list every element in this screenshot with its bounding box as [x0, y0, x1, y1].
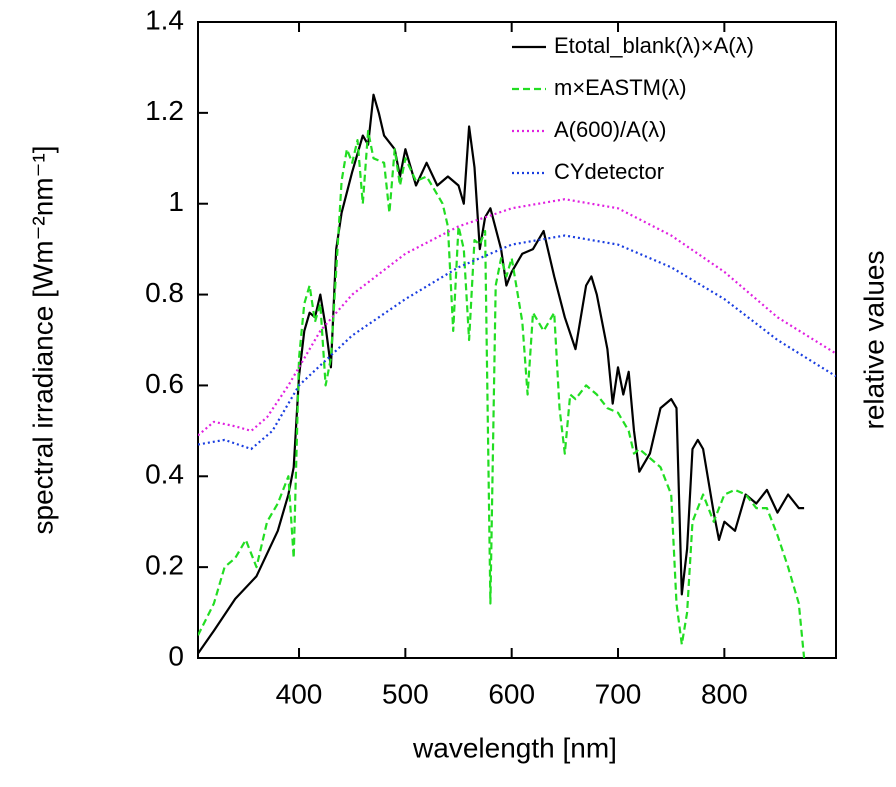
x-tick-label: 500: [382, 678, 429, 709]
y-tick-label: 0.2: [145, 550, 184, 581]
y-tick-label: 0.4: [145, 459, 184, 490]
y2-axis-label: relative values: [858, 251, 889, 430]
series-line: [198, 234, 836, 451]
legend-label: A(600)/A(λ): [554, 117, 666, 142]
y-tick-label: 0: [168, 640, 184, 671]
y-axis-label: spectral irradiance [Wm⁻²nm⁻¹]: [27, 146, 58, 535]
legend-label: Etotal_blank(λ)×A(λ): [554, 33, 754, 58]
series-line: [198, 93, 805, 655]
plot-area: [198, 93, 836, 658]
y-tick-label: 1.2: [145, 95, 184, 126]
x-tick-label: 600: [488, 678, 535, 709]
legend-label: CYdetector: [554, 159, 664, 184]
x-tick-label: 700: [595, 678, 642, 709]
y-tick-label: 0.8: [145, 277, 184, 308]
y-tick-label: 0.6: [145, 368, 184, 399]
y-tick-label: 1: [168, 186, 184, 217]
y-tick-label: 1.4: [145, 4, 184, 35]
series-line: [198, 129, 806, 658]
x-tick-label: 800: [701, 678, 748, 709]
series-line: [198, 198, 836, 437]
x-tick-label: 400: [276, 678, 323, 709]
legend-label: m×EASTM(λ): [554, 75, 687, 100]
x-axis-label: wavelength [nm]: [412, 732, 617, 763]
plot-frame: [197, 21, 837, 659]
